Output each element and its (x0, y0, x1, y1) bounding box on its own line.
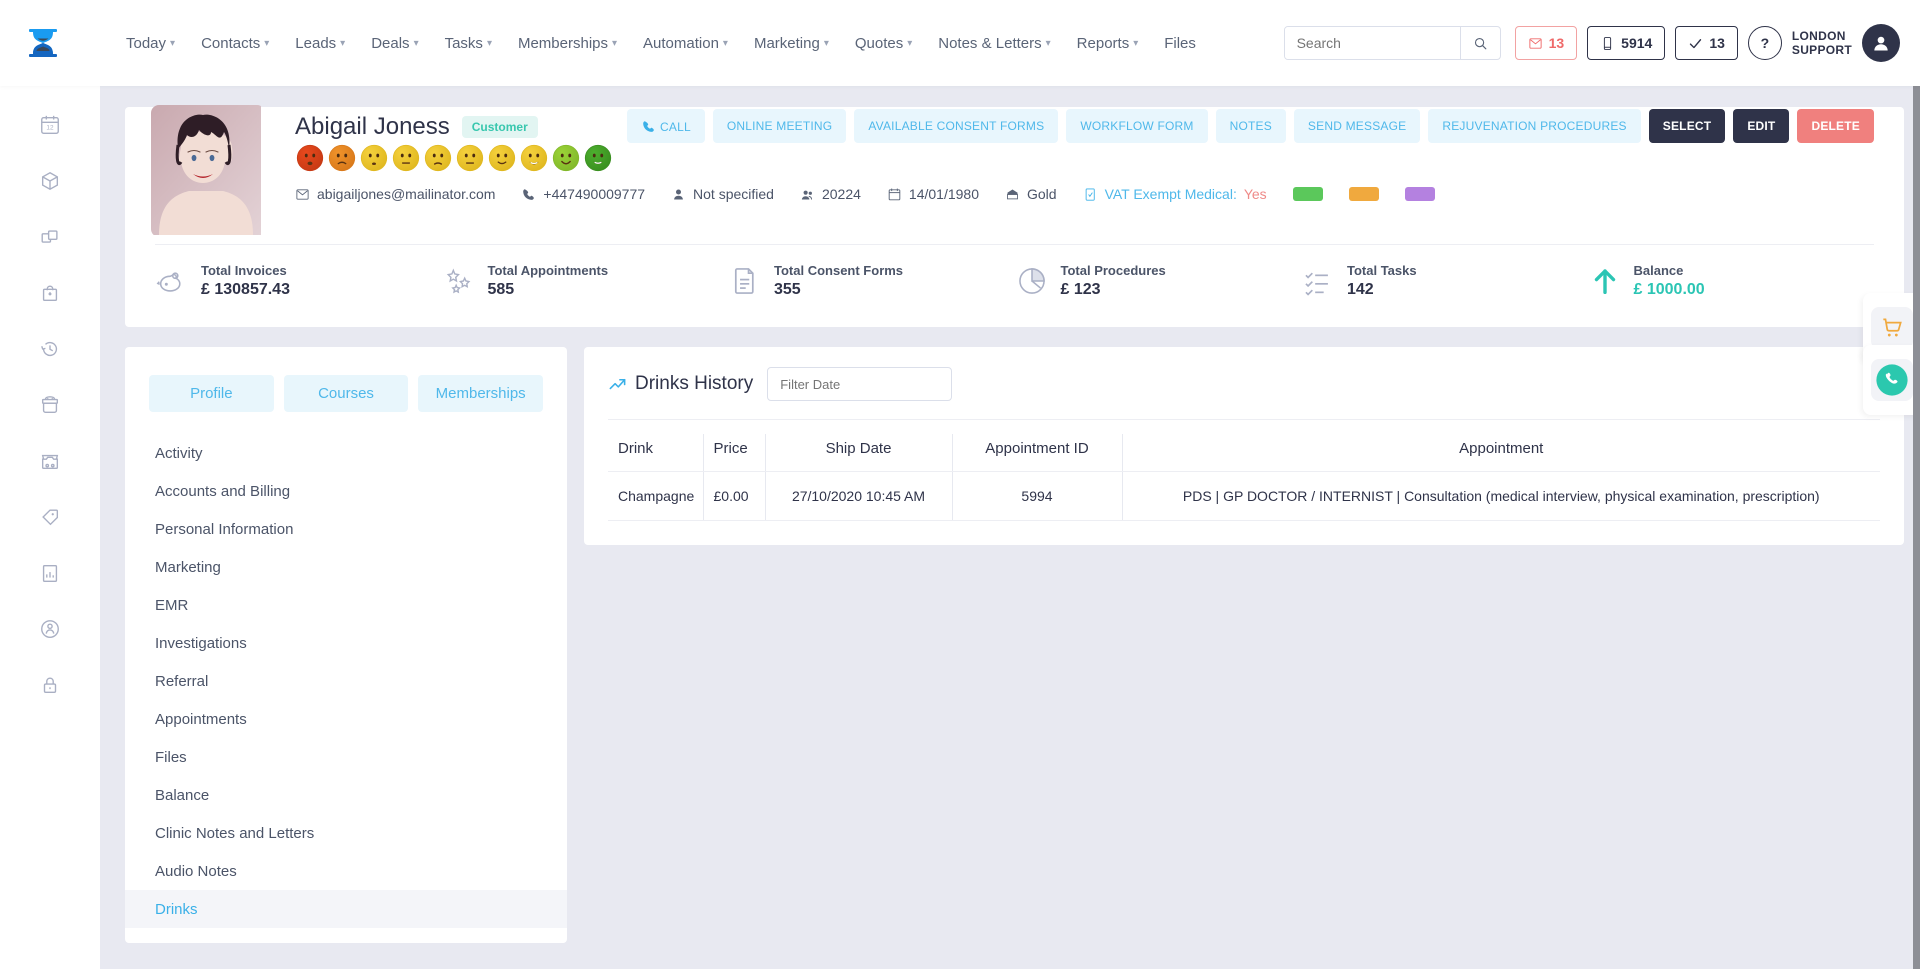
svg-text:12: 12 (46, 125, 54, 132)
